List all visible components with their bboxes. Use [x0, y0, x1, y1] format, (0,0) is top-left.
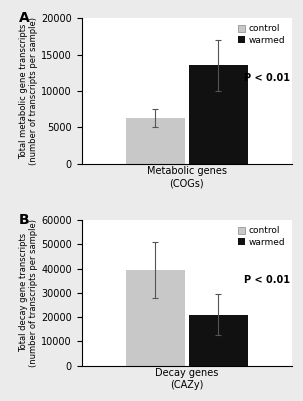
Bar [126, 118, 185, 164]
Bar [189, 315, 248, 365]
Text: A: A [18, 11, 29, 25]
Bar [189, 65, 248, 164]
Legend: control, warmed: control, warmed [236, 225, 287, 248]
Bar [126, 270, 185, 365]
Legend: control, warmed: control, warmed [236, 22, 287, 47]
Text: P < 0.01: P < 0.01 [244, 275, 290, 285]
Y-axis label: Total metabolic gene transcripts
(number of transcripts per sample): Total metabolic gene transcripts (number… [19, 17, 38, 165]
Text: B: B [18, 213, 29, 227]
Y-axis label: Total decay gene transcripts
(number of transcripts per sample): Total decay gene transcripts (number of … [19, 219, 38, 367]
Text: P < 0.01: P < 0.01 [244, 73, 290, 83]
